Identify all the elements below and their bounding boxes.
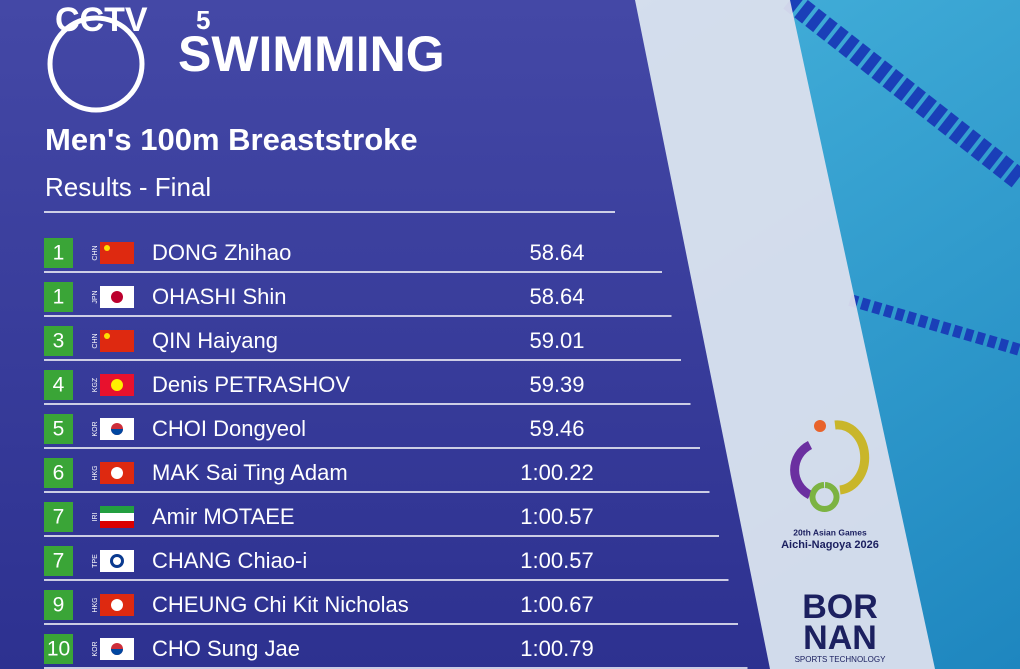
flag-taeguk bbox=[111, 649, 123, 655]
flag-star bbox=[104, 245, 110, 251]
brand-tagline: SPORTS TECHNOLOGY bbox=[795, 655, 887, 664]
flag-emblem bbox=[113, 557, 121, 565]
result-row: 4 KGZ Denis PETRASHOV 59.39 bbox=[44, 370, 691, 405]
result-row: 7 IRI Amir MOTAEE 1:00.57 bbox=[44, 502, 719, 537]
result-row: 1 JPN OHASHI Shin 58.64 bbox=[44, 282, 672, 317]
flag-flower bbox=[111, 599, 123, 611]
result-time: 1:00.57 bbox=[520, 504, 593, 529]
flag-disc bbox=[111, 291, 123, 303]
result-time: 58.64 bbox=[529, 240, 584, 265]
flag bbox=[100, 242, 134, 264]
country-code: HKG bbox=[92, 465, 99, 480]
rank: 7 bbox=[53, 550, 65, 573]
rank-box bbox=[44, 414, 73, 444]
channel-name: CCTV bbox=[55, 1, 148, 39]
rank-box bbox=[44, 282, 73, 312]
flag bbox=[100, 330, 134, 352]
brand-line: NAN bbox=[803, 619, 877, 657]
flag-band bbox=[100, 521, 134, 528]
result-time: 1:00.22 bbox=[520, 460, 593, 485]
athlete-name: Denis PETRASHOV bbox=[152, 372, 350, 397]
results-table: 1 CHN DONG Zhihao 58.64 1 JPN OHASHI Shin 58.64… bbox=[44, 238, 748, 669]
athlete-name: CHOI Dongyeol bbox=[152, 416, 306, 441]
event-title: Men's 100m Breaststroke bbox=[45, 122, 418, 157]
athlete-name: MAK Sai Ting Adam bbox=[152, 460, 348, 485]
result-time: 59.46 bbox=[529, 416, 584, 441]
rank-box bbox=[44, 326, 73, 356]
result-row: 5 KOR CHOI Dongyeol 59.46 bbox=[44, 414, 700, 449]
result-time: 1:00.67 bbox=[520, 592, 593, 617]
side-stripe bbox=[620, 0, 935, 669]
country-code: CHN bbox=[92, 245, 99, 260]
athlete-name: Amir MOTAEE bbox=[152, 504, 295, 529]
rank: 6 bbox=[53, 462, 65, 485]
channel-number: 5 bbox=[196, 5, 210, 35]
flag-flower bbox=[111, 467, 123, 479]
result-time: 1:00.79 bbox=[520, 636, 593, 661]
country-code: TPE bbox=[92, 554, 99, 568]
results-panel bbox=[0, 0, 770, 669]
rank: 5 bbox=[53, 418, 65, 441]
rank-box bbox=[44, 502, 73, 532]
result-row: 1 CHN DONG Zhihao 58.64 bbox=[44, 238, 662, 273]
result-row: 9 HKG CHEUNG Chi Kit Nicholas 1:00.67 bbox=[44, 590, 738, 625]
games-logo bbox=[790, 420, 870, 512]
result-row: 10 KOR CHO Sung Jae 1:00.79 bbox=[44, 634, 748, 669]
rank-box bbox=[44, 590, 73, 620]
rank-box bbox=[44, 370, 73, 400]
rank: 1 bbox=[53, 242, 65, 265]
athlete-name: CHO Sung Jae bbox=[152, 636, 300, 661]
country-code: KGZ bbox=[92, 377, 99, 392]
result-time: 59.39 bbox=[529, 372, 584, 397]
athlete-name: CHANG Chiao-i bbox=[152, 548, 307, 573]
flag-band bbox=[100, 506, 134, 513]
rank: 4 bbox=[53, 374, 65, 397]
result-time: 59.01 bbox=[529, 328, 584, 353]
rank-box bbox=[44, 546, 73, 576]
lane-rope bbox=[783, 0, 1020, 189]
games-name: 20th Asian Games bbox=[793, 527, 867, 537]
result-time: 58.64 bbox=[529, 284, 584, 309]
country-code: JPN bbox=[92, 290, 99, 303]
brand-line: BOR bbox=[802, 588, 878, 626]
rank-box bbox=[44, 458, 73, 488]
rank-box bbox=[44, 238, 73, 268]
phase-title: Results - Final bbox=[45, 172, 211, 202]
athlete-name: OHASHI Shin bbox=[152, 284, 287, 309]
channel-logo bbox=[47, 15, 145, 113]
rank: 3 bbox=[53, 330, 65, 353]
country-code: HKG bbox=[92, 597, 99, 612]
athlete-name: QIN Haiyang bbox=[152, 328, 278, 353]
country-code: KOR bbox=[92, 641, 99, 656]
rank: 1 bbox=[53, 286, 65, 309]
lane-rope bbox=[848, 294, 1020, 356]
games-host: Aichi-Nagoya 2026 bbox=[781, 539, 879, 551]
athlete-name: CHEUNG Chi Kit Nicholas bbox=[152, 592, 409, 617]
result-row: 6 HKG MAK Sai Ting Adam 1:00.22 bbox=[44, 458, 710, 493]
result-time: 1:00.57 bbox=[520, 548, 593, 573]
athlete-name: DONG Zhihao bbox=[152, 240, 291, 265]
rank: 7 bbox=[53, 506, 65, 529]
sport-title: SWIMMING bbox=[178, 26, 445, 82]
flag-star bbox=[104, 333, 110, 339]
rank-box bbox=[44, 634, 73, 664]
flag-taeguk bbox=[111, 429, 123, 435]
country-code: KOR bbox=[92, 421, 99, 436]
flag-sun bbox=[111, 379, 123, 391]
rank: 10 bbox=[47, 638, 70, 661]
rank: 9 bbox=[53, 594, 65, 617]
result-row: 7 TPE CHANG Chiao-i 1:00.57 bbox=[44, 546, 729, 581]
country-code: CHN bbox=[92, 333, 99, 348]
country-code: IRI bbox=[92, 512, 99, 521]
result-row: 3 CHN QIN Haiyang 59.01 bbox=[44, 326, 681, 361]
